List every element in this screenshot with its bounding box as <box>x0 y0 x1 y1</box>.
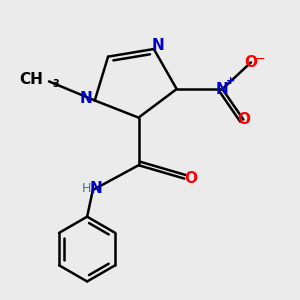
Text: 3: 3 <box>52 80 59 89</box>
Text: O: O <box>185 171 198 186</box>
Text: O: O <box>244 55 257 70</box>
Text: O: O <box>237 112 250 127</box>
Text: N: N <box>80 91 93 106</box>
Text: N: N <box>216 82 229 97</box>
Text: CH: CH <box>20 72 43 87</box>
Text: H: H <box>81 182 91 195</box>
Text: N: N <box>151 38 164 53</box>
Text: −: − <box>254 52 265 65</box>
Text: +: + <box>225 76 235 86</box>
Text: N: N <box>89 181 102 196</box>
